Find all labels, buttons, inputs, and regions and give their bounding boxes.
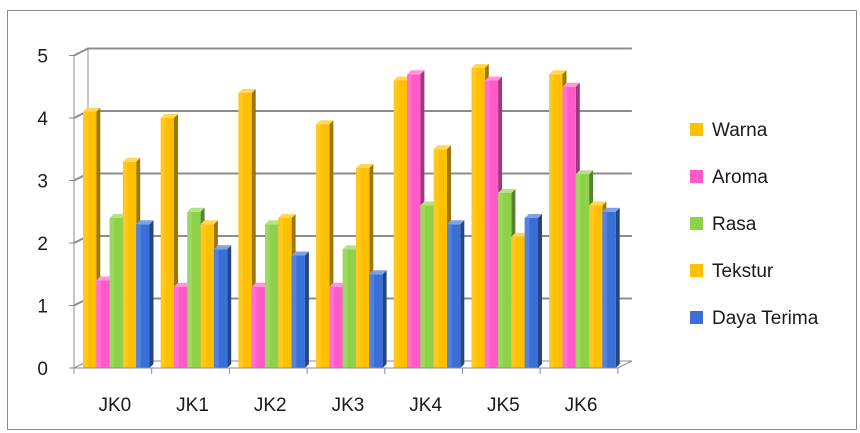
- y-axis-ticks: 0 1 2 3 4 5: [37, 47, 74, 380]
- legend-item: Tekstur: [690, 261, 774, 282]
- legend-item: Daya Terima: [690, 308, 819, 329]
- y-tick-label: 5: [37, 47, 48, 68]
- legend-label: Daya Terima: [712, 308, 819, 329]
- y-tick-label: 2: [37, 234, 48, 255]
- bar-daya-terima-jk0: [136, 220, 154, 368]
- y-tick-label: 0: [37, 359, 48, 380]
- legend-label: Rasa: [712, 214, 757, 235]
- legend-swatch: [690, 311, 703, 324]
- x-tick-label: JK2: [254, 395, 287, 416]
- x-tick-label: JK1: [176, 395, 209, 416]
- x-tick-label: JK6: [565, 395, 598, 416]
- y-tick-label: 1: [37, 297, 48, 318]
- x-tick-label: JK0: [98, 395, 131, 416]
- legend-label: Tekstur: [712, 261, 774, 282]
- legend-item: Aroma: [690, 167, 768, 188]
- legend-item: Rasa: [690, 214, 757, 235]
- legend-swatch: [690, 217, 703, 230]
- gridline: [73, 110, 632, 119]
- y-tick-label: 3: [37, 172, 48, 193]
- bar-daya-terima-jk5: [524, 214, 542, 368]
- gridline: [73, 235, 632, 244]
- bar-daya-terima-jk6: [602, 207, 620, 368]
- bar-daya-terima-jk3: [369, 270, 387, 368]
- legend-label: Aroma: [712, 167, 768, 188]
- bar-daya-terima-jk1: [213, 245, 232, 368]
- bar-warna-jk1: [160, 114, 178, 368]
- x-tick-label: JK4: [409, 395, 442, 416]
- gridline: [73, 47, 632, 57]
- legend-item: Warna: [690, 120, 768, 141]
- legend: Warna Aroma Rasa Tekstur Daya Terima: [690, 120, 819, 329]
- gridline: [73, 172, 632, 182]
- legend-swatch: [690, 123, 703, 136]
- legend-label: Warna: [712, 120, 768, 141]
- bars: [83, 64, 620, 368]
- x-tick-label: JK5: [487, 395, 520, 416]
- bar-daya-terima-jk4: [447, 220, 465, 368]
- legend-swatch: [690, 170, 703, 183]
- x-axis-ticks: JK0 JK1 JK2 JK3 JK4 JK5 JK6: [73, 367, 619, 416]
- y-tick-label: 4: [37, 109, 48, 130]
- bar-daya-terima-jk2: [291, 251, 309, 368]
- x-tick-label: JK3: [332, 395, 365, 416]
- legend-swatch: [690, 264, 703, 277]
